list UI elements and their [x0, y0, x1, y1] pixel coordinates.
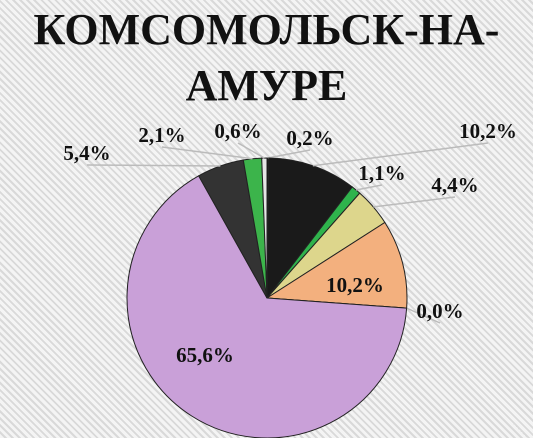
data-label: 4,4%: [431, 173, 478, 197]
leader-line: [355, 184, 383, 191]
leader-line: [267, 149, 311, 159]
leader-line: [237, 142, 265, 159]
leader-line: [312, 142, 489, 167]
data-label: 2,1%: [138, 123, 185, 147]
data-label: 10,2%: [326, 273, 384, 297]
data-label: 65,6%: [176, 343, 234, 367]
pie-slice: [126, 175, 408, 438]
data-label: 5,4%: [63, 141, 110, 165]
data-label: 0,2%: [286, 126, 333, 150]
pie-slice: [265, 221, 408, 309]
pie-slice: [261, 157, 268, 299]
data-label: 0,6%: [214, 119, 261, 143]
data-label: 0,0%: [416, 299, 463, 323]
data-label: 1,1%: [358, 161, 405, 185]
leader-line: [161, 146, 253, 160]
leader-line: [373, 196, 456, 208]
leader-line: [86, 164, 221, 167]
chart-title: КОМСОМОЛЬСК-НА-АМУРЕ: [33, 5, 500, 110]
leader-line: [406, 307, 441, 324]
data-label: 10,2%: [459, 119, 517, 143]
